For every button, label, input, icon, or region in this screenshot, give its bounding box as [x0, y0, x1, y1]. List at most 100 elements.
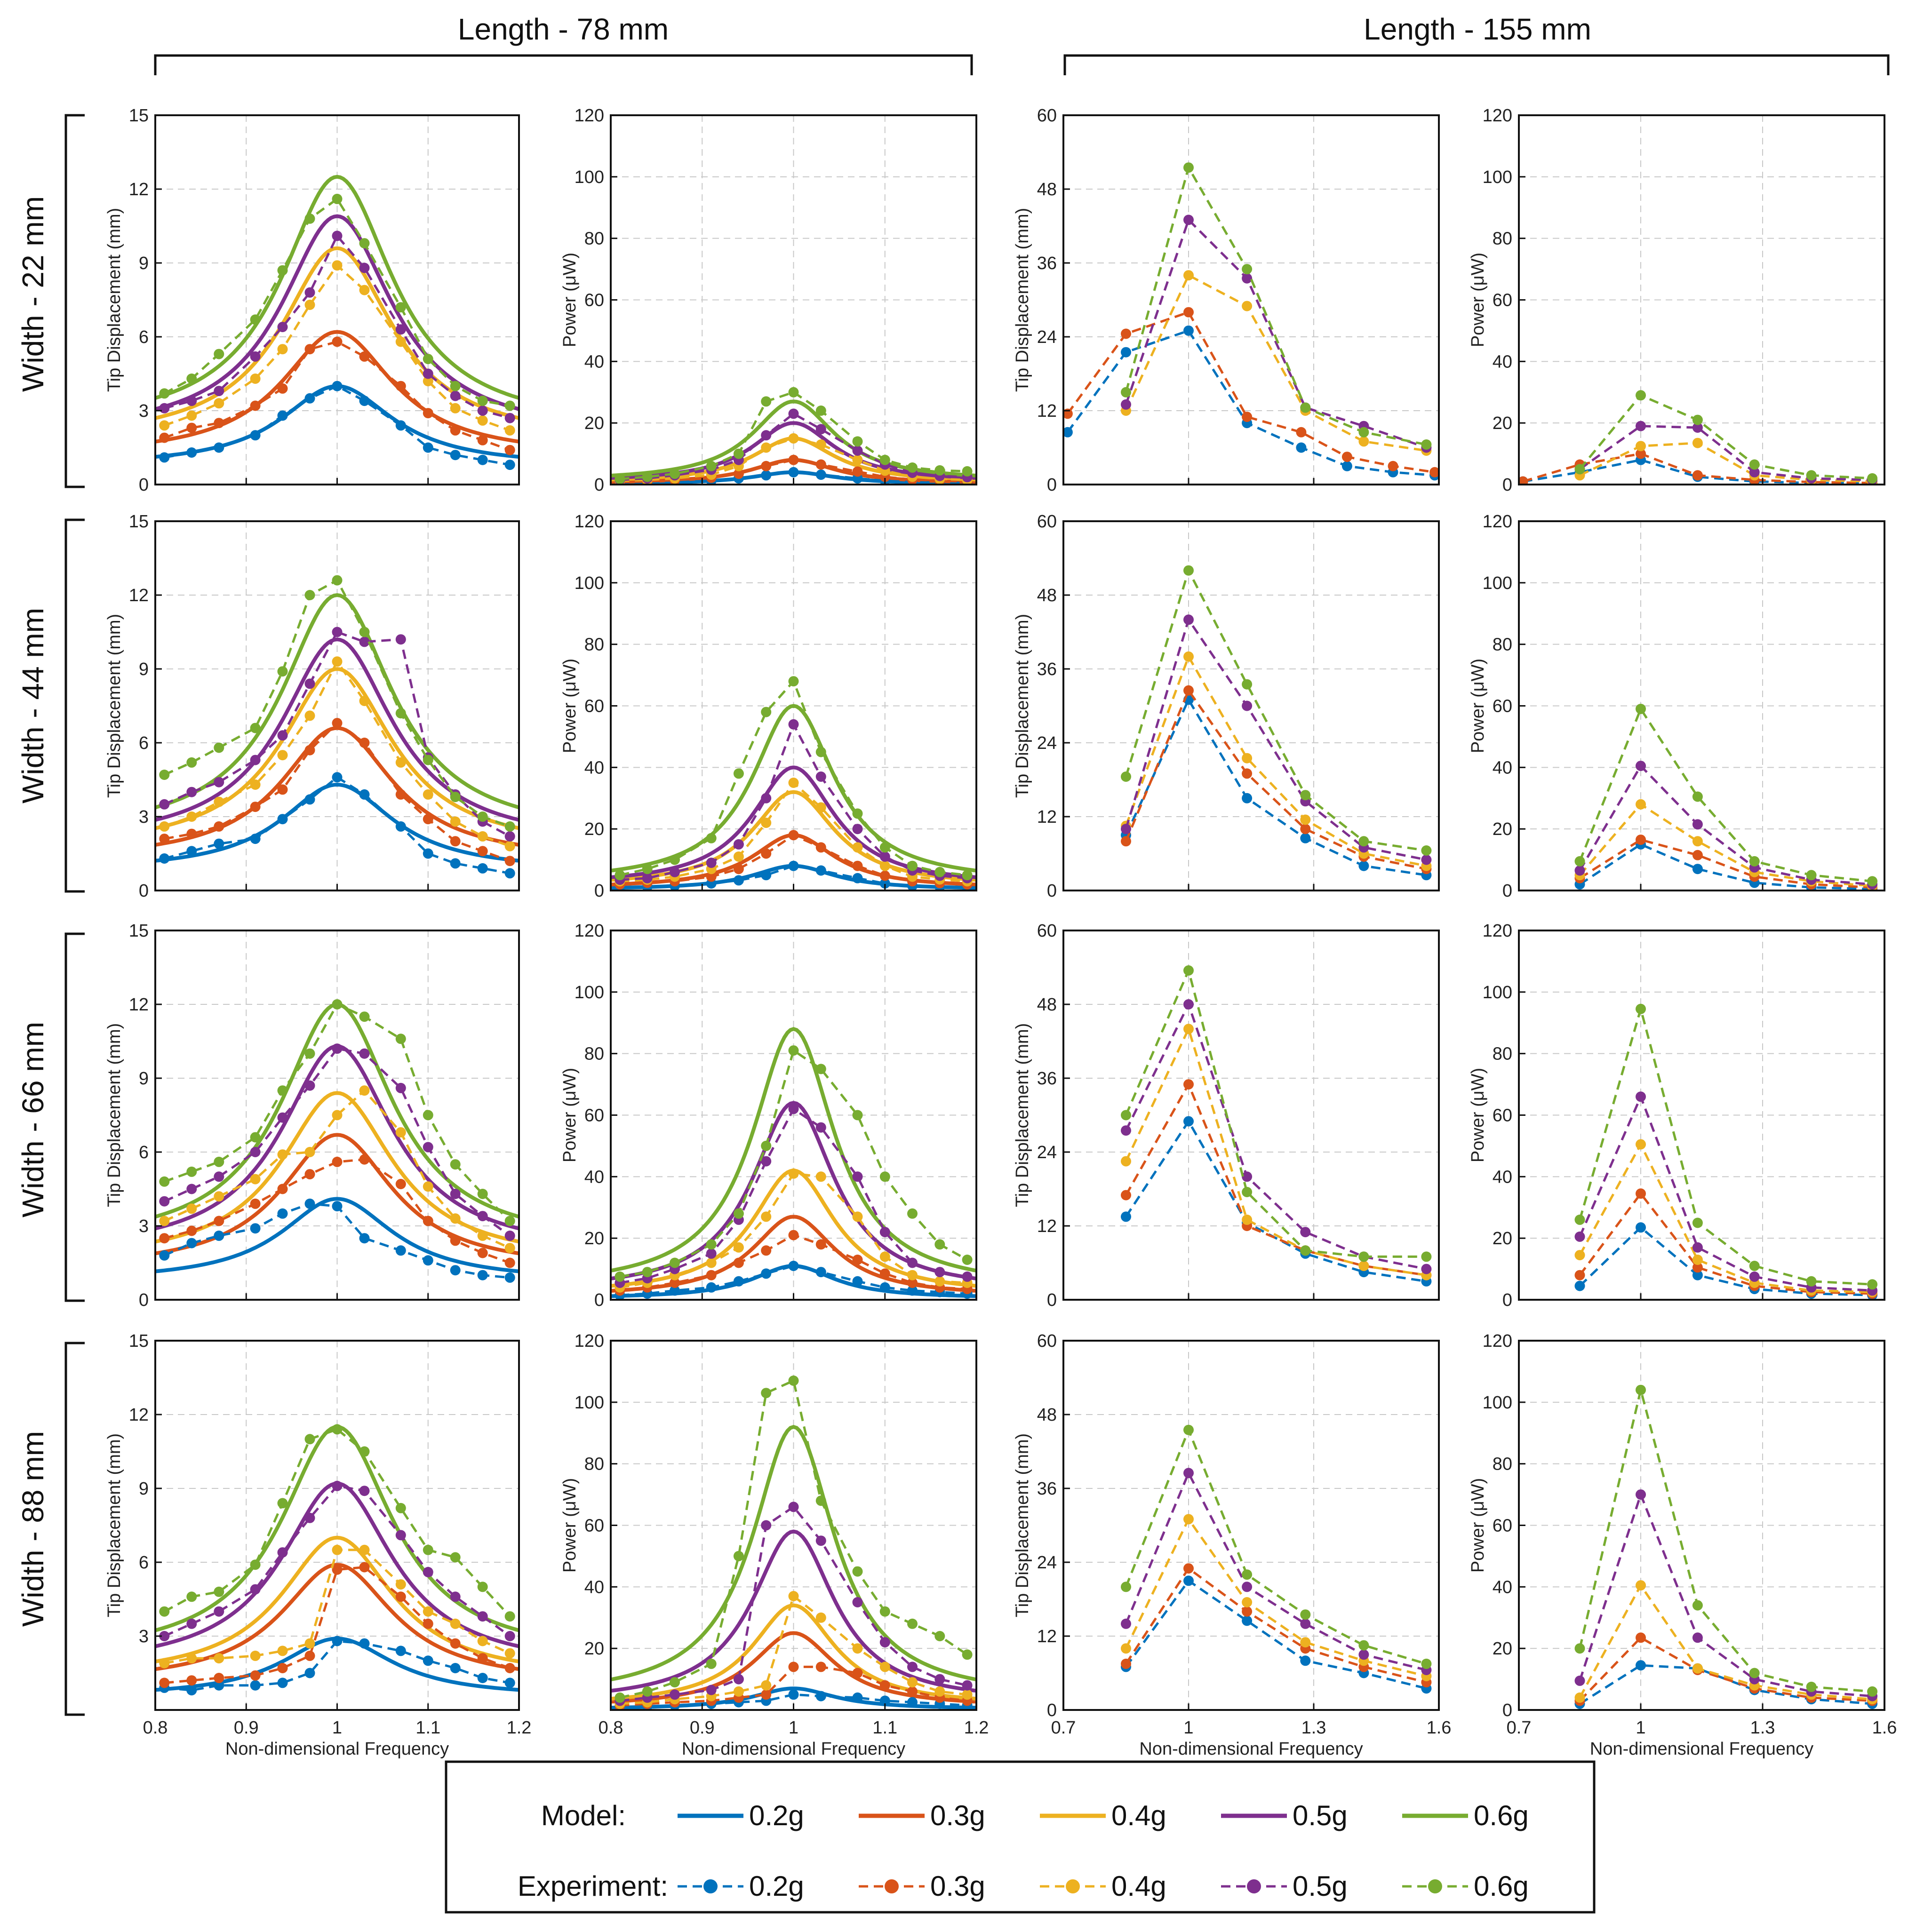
series-group: [1121, 1424, 1432, 1694]
experiment-point-0.5g: [359, 1048, 370, 1059]
experiment-point-0.5g: [250, 351, 261, 362]
experiment-point-0.6g: [761, 1140, 772, 1151]
y-tick-label: 24: [1037, 1143, 1057, 1162]
experiment-point-0.4g: [159, 821, 170, 832]
y-axis-label: Tip Displacement (mm): [104, 1433, 124, 1617]
experiment-point-0.3g: [450, 836, 461, 847]
experiment-point-0.6g: [214, 742, 224, 753]
experiment-point-0.2g: [1636, 1660, 1646, 1671]
experiment-point-0.3g: [879, 1268, 890, 1279]
experiment-point-0.4g: [214, 1191, 224, 1202]
experiment-line-0.2g: [1125, 697, 1427, 876]
experiment-point-0.2g: [1300, 1655, 1311, 1666]
experiment-point-0.2g: [423, 1655, 433, 1666]
experiment-point-0.4g: [304, 1147, 315, 1157]
y-tick-label: 6: [139, 1143, 149, 1162]
experiment-point-0.4g: [159, 420, 170, 431]
experiment-point-0.2g: [1574, 1280, 1585, 1291]
experiment-point-0.2g: [159, 452, 170, 463]
experiment-point-0.6g: [615, 474, 625, 485]
experiment-point-0.5g: [1183, 999, 1194, 1010]
experiment-point-0.5g: [332, 1480, 343, 1491]
y-tick-label: 0: [139, 881, 149, 901]
experiment-point-0.5g: [733, 839, 744, 850]
experiment-point-0.3g: [907, 1278, 918, 1288]
experiment-point-0.6g: [1358, 427, 1369, 437]
experiment-line-0.6g: [1125, 164, 1427, 446]
experiment-point-0.6g: [250, 723, 261, 733]
experiment-point-0.6g: [852, 1566, 863, 1577]
model-line-0.2g: [155, 1197, 519, 1273]
experiment-point-0.6g: [761, 396, 772, 407]
experiment-point-0.4g: [1242, 753, 1253, 763]
experiment-point-0.4g: [214, 796, 224, 807]
experiment-line-0.4g: [1579, 1583, 1873, 1701]
y-tick-label: 48: [1037, 586, 1057, 605]
legend-model-label: Model:: [541, 1800, 626, 1831]
experiment-point-0.6g: [477, 1582, 488, 1592]
experiment-point-0.5g: [504, 1631, 515, 1641]
experiment-point-0.5g: [423, 368, 433, 379]
model-line-0.6g: [611, 1027, 976, 1273]
experiment-point-0.5g: [815, 1122, 826, 1133]
experiment-point-0.4g: [504, 425, 515, 436]
experiment-line-0.6g: [1579, 1390, 1873, 1693]
experiment-point-0.4g: [907, 1677, 918, 1688]
experiment-point-0.3g: [1636, 448, 1646, 459]
experiment-point-0.5g: [670, 1689, 680, 1700]
experiment-line-0.5g: [1579, 1093, 1873, 1292]
experiment-point-0.2g: [815, 469, 826, 480]
experiment-point-0.5g: [815, 1535, 826, 1546]
experiment-point-0.6g: [477, 396, 488, 406]
experiment-point-0.6g: [962, 1649, 973, 1660]
experiment-line-0.4g: [1579, 442, 1873, 483]
experiment-point-0.5g: [214, 386, 224, 397]
experiment-point-0.6g: [706, 1658, 717, 1669]
experiment-point-0.2g: [1121, 347, 1131, 358]
experiment-point-0.4g: [332, 260, 343, 271]
experiment-point-0.6g: [1242, 264, 1253, 275]
x-tick-label: 0.9: [690, 1718, 715, 1738]
x-axis-label: Non-dimensional Frequency: [225, 1739, 449, 1759]
experiment-point-0.6g: [815, 747, 826, 757]
experiment-point-0.3g: [359, 351, 370, 362]
experiment-point-0.6g: [907, 1618, 918, 1629]
experiment-point-0.2g: [304, 1198, 315, 1209]
experiment-point-0.3g: [159, 834, 170, 844]
experiment-point-0.3g: [450, 1638, 461, 1649]
experiment-point-0.6g: [962, 1255, 973, 1265]
experiment-line-0.3g: [1125, 688, 1427, 870]
experiment-point-0.4g: [761, 818, 772, 828]
y-tick-label: 3: [139, 1216, 149, 1236]
experiment-point-0.4g: [304, 1638, 315, 1649]
experiment-point-0.3g: [788, 1662, 799, 1672]
experiment-point-0.6g: [159, 1606, 170, 1617]
experiment-point-0.6g: [879, 1171, 890, 1182]
y-tick-label: 6: [139, 733, 149, 753]
panel-r1-c3: 0 12 24 36 48 60 Tip Displacement (mm): [1013, 106, 1440, 495]
y-tick-label: 20: [1493, 1229, 1512, 1248]
experiment-point-0.3g: [879, 1680, 890, 1691]
experiment-line-0.4g: [1125, 1026, 1427, 1277]
panel-r1-c1: 0 3 6 9 12 15 Tip Displacement (mm): [104, 106, 520, 495]
experiment-point-0.6g: [934, 465, 945, 476]
experiment-point-0.3g: [332, 1156, 343, 1167]
experiment-point-0.3g: [250, 1198, 261, 1209]
experiment-point-0.6g: [1574, 1643, 1585, 1654]
legend-model-text-0.6g: 0.6g: [1474, 1800, 1529, 1831]
y-tick-label: 20: [584, 819, 604, 839]
experiment-point-0.3g: [1242, 1606, 1253, 1617]
experiment-point-0.2g: [277, 814, 288, 825]
experiment-point-0.6g: [1867, 1279, 1878, 1290]
experiment-point-0.4g: [733, 1242, 744, 1253]
y-tick-label: 80: [1493, 1455, 1512, 1474]
experiment-point-0.6g: [815, 1064, 826, 1074]
experiment-point-0.4g: [395, 1127, 406, 1138]
experiment-point-0.6g: [962, 466, 973, 477]
experiment-point-0.6g: [359, 238, 370, 249]
experiment-point-0.2g: [815, 1691, 826, 1701]
experiment-point-0.6g: [186, 374, 197, 384]
x-tick-label: 1.3: [1301, 1718, 1326, 1738]
experiment-point-0.3g: [1636, 1188, 1646, 1199]
experiment-point-0.5g: [277, 322, 288, 333]
